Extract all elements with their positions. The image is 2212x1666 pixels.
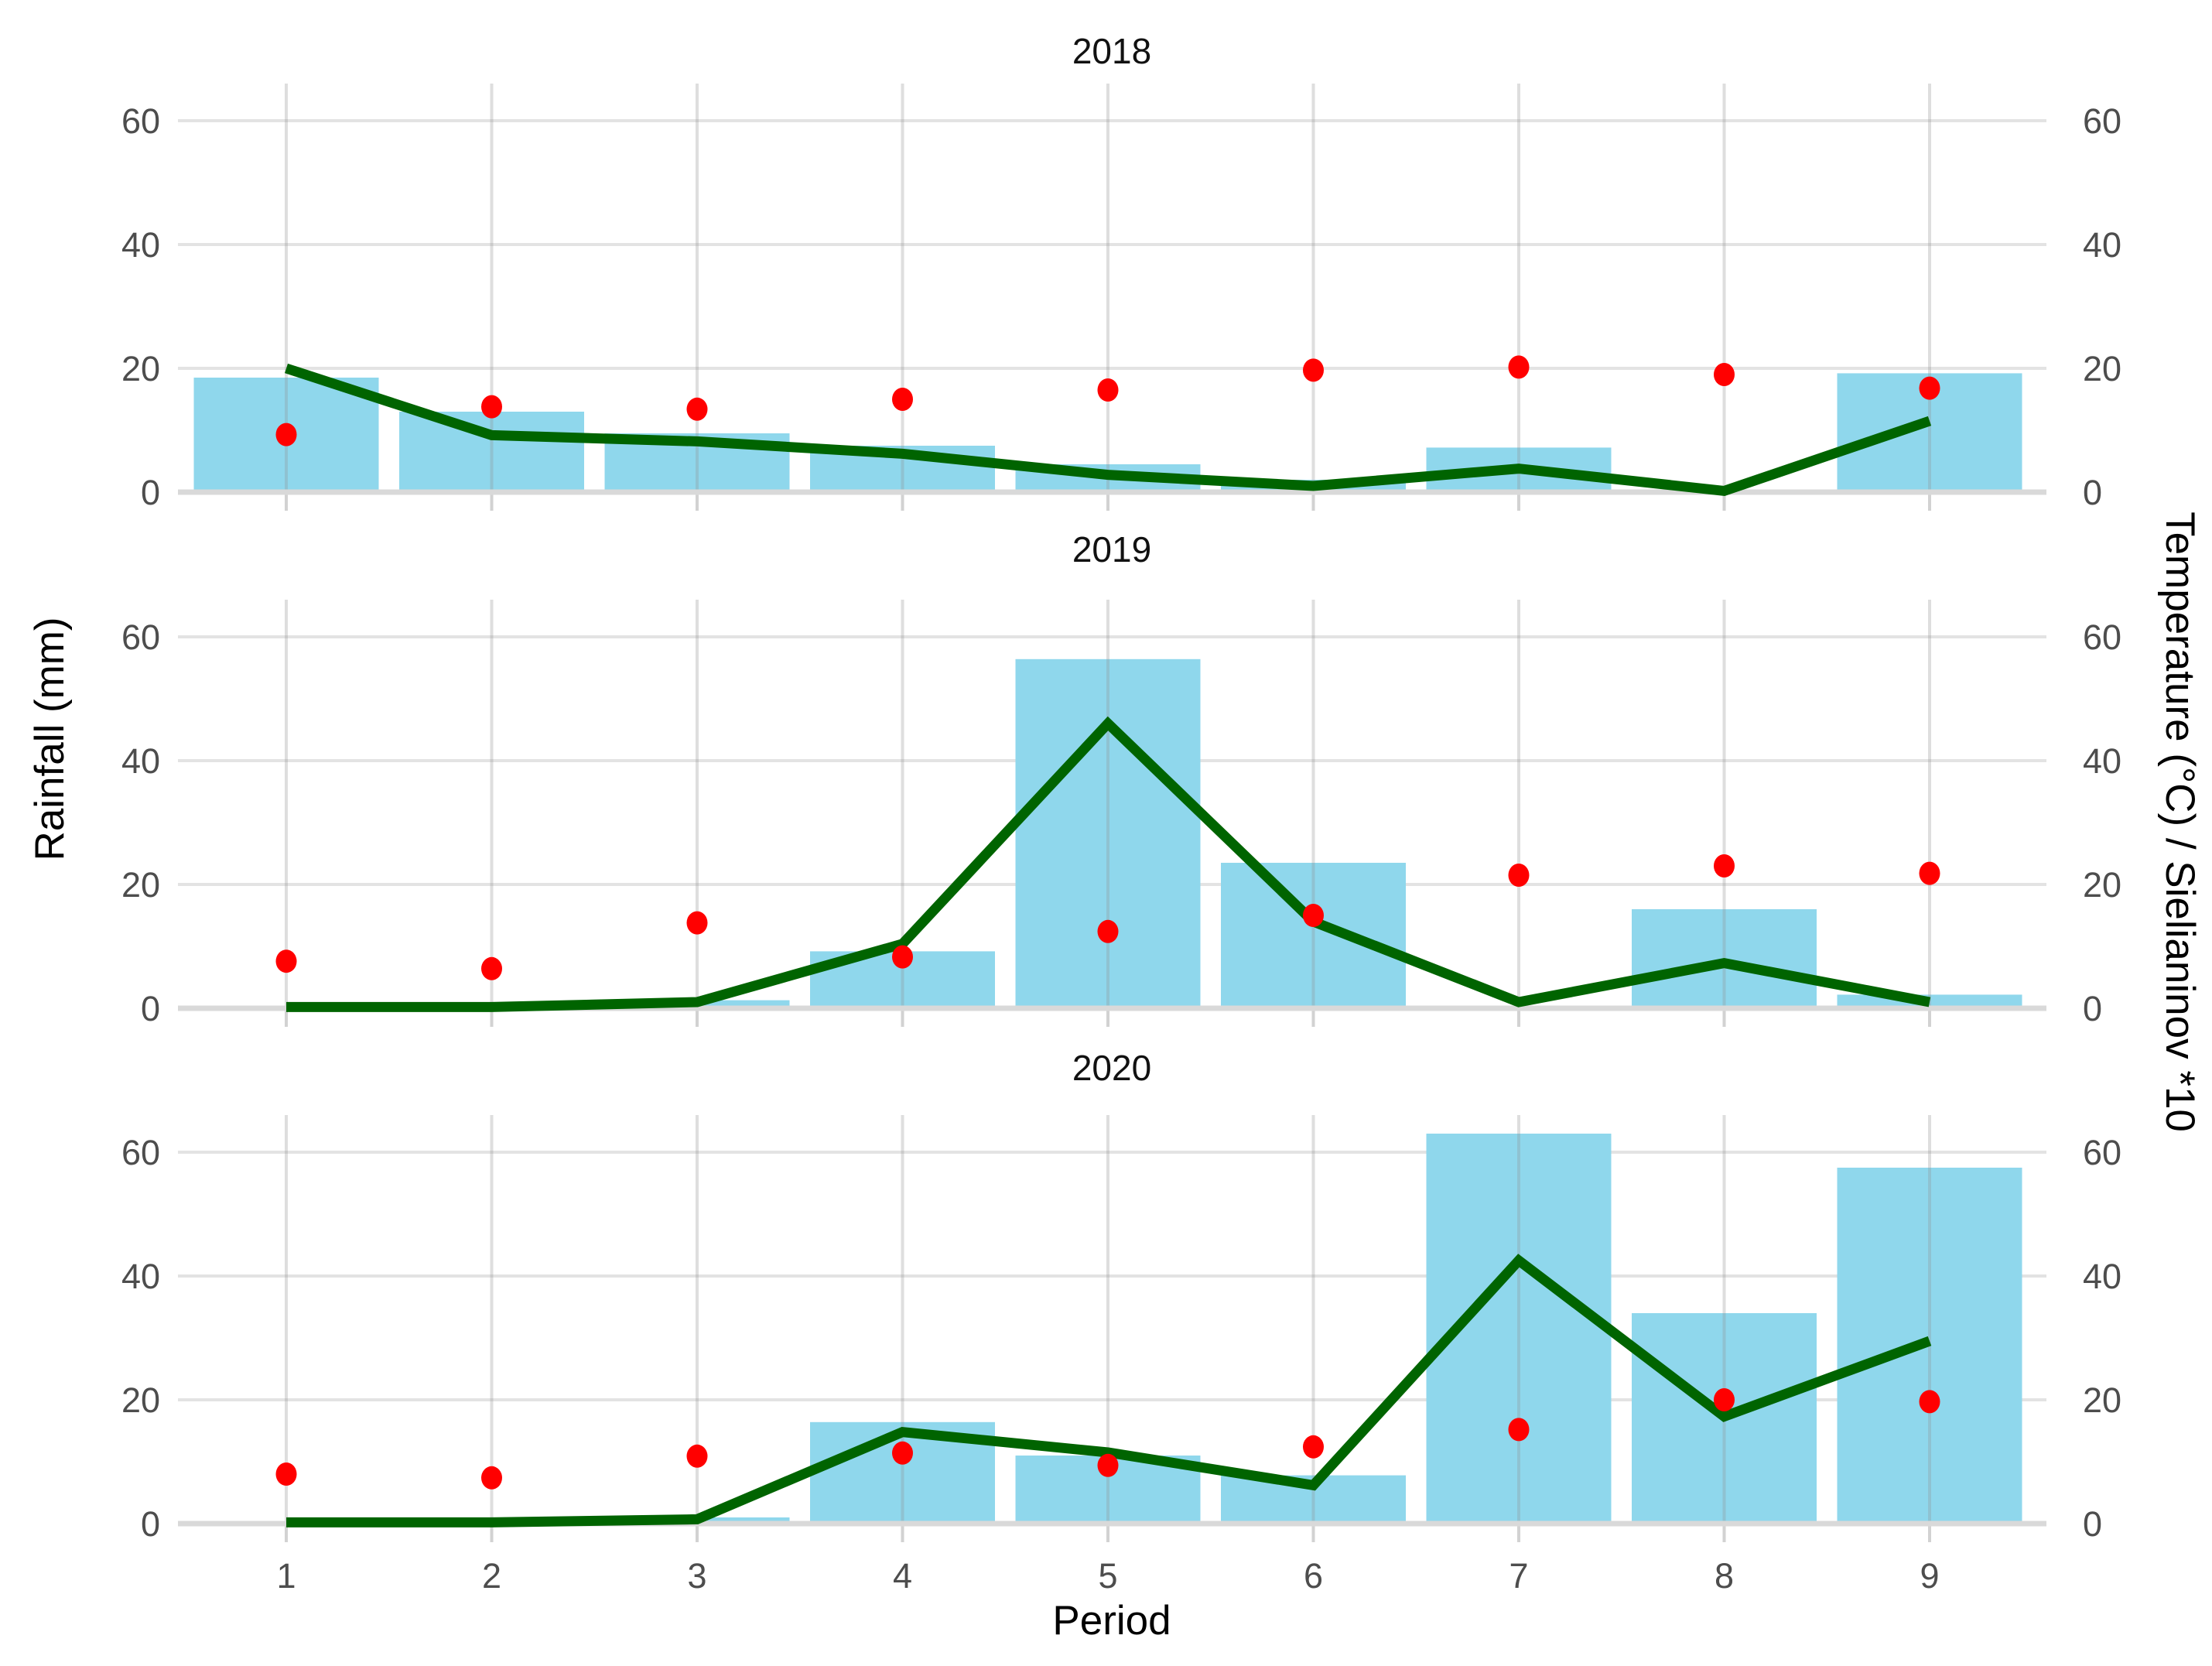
y-tick-label-left: 0 xyxy=(141,989,160,1028)
temperature-dot xyxy=(892,1441,913,1465)
sielianinov-line xyxy=(286,1254,1932,1527)
temperature-dot xyxy=(1714,363,1735,386)
temperature-dot xyxy=(1508,355,1530,379)
y-tick-label-right: 60 xyxy=(2083,101,2121,141)
temperature-dot xyxy=(892,388,913,411)
temperature-dot xyxy=(481,1466,502,1490)
x-tick-label: 3 xyxy=(687,1556,706,1596)
y-tick-label-right: 0 xyxy=(2083,989,2102,1028)
y-axis-title-left: Rainfall (mm) xyxy=(27,617,73,860)
temperature-dot xyxy=(1097,919,1119,943)
x-tick-label: 6 xyxy=(1304,1556,1323,1596)
x-tick-label: 5 xyxy=(1098,1556,1117,1596)
y-tick-label-left: 20 xyxy=(121,349,160,388)
temperature-dot xyxy=(481,395,502,419)
facet-title-2018: 2018 xyxy=(1072,31,1151,71)
x-tick-label: 1 xyxy=(276,1556,296,1596)
temperature-dot xyxy=(1714,1388,1735,1411)
facet-title-2019: 2019 xyxy=(1072,529,1151,570)
y-tick-label-right: 40 xyxy=(2083,741,2121,781)
temperature-dot xyxy=(481,956,502,980)
y-tick-label-right: 0 xyxy=(2083,1504,2102,1544)
y-tick-label-right: 0 xyxy=(2083,473,2102,512)
temperature-dot xyxy=(1508,864,1530,887)
y-tick-label-left: 0 xyxy=(141,1504,160,1544)
x-tick-label: 4 xyxy=(893,1556,912,1596)
temperature-dot xyxy=(1303,904,1324,927)
temperature-dot xyxy=(1919,376,1940,400)
y-tick-label-left: 40 xyxy=(121,225,160,265)
temperature-dot xyxy=(1097,378,1119,402)
bar xyxy=(1221,863,1406,1008)
temperature-dot xyxy=(1919,861,1940,885)
temperature-dot xyxy=(1097,1453,1119,1477)
temperature-dot xyxy=(892,945,913,969)
temperature-dot xyxy=(686,397,708,421)
y-tick-label-left: 60 xyxy=(121,1133,160,1172)
temperature-dot xyxy=(1303,358,1324,382)
temperature-dot xyxy=(1919,1390,1940,1414)
facet-panel-2019: 0 0 20 20 40 40 60 60 xyxy=(121,600,2121,1028)
x-tick-label: 8 xyxy=(1715,1556,1734,1596)
facet-panel-2018: 0 0 20 20 40 40 60 60 xyxy=(121,84,2121,512)
facet-title-2020: 2020 xyxy=(1072,1048,1151,1088)
y-tick-label-left: 20 xyxy=(121,865,160,905)
temperature-dot xyxy=(686,911,708,935)
y-tick-label-right: 20 xyxy=(2083,865,2121,905)
temperature-dot xyxy=(686,1444,708,1468)
bar xyxy=(399,412,584,492)
y-tick-label-right: 60 xyxy=(2083,1133,2121,1172)
y-tick-label-left: 40 xyxy=(121,741,160,781)
temperature-dot xyxy=(275,949,297,973)
x-tick-label: 9 xyxy=(1920,1556,1939,1596)
x-tick-label: 7 xyxy=(1509,1556,1528,1596)
x-axis-title: Period xyxy=(1052,1598,1171,1644)
y-tick-label-left: 60 xyxy=(121,617,160,657)
y-tick-label-left: 20 xyxy=(121,1380,160,1420)
y-tick-label-right: 40 xyxy=(2083,1257,2121,1296)
y-tick-label-left: 40 xyxy=(121,1257,160,1296)
temperature-dot xyxy=(1508,1418,1530,1442)
facet-panel-2020: 0 0 20 20 40 40 60 60 1 2 3 4 5 6 7 8 9 xyxy=(121,1115,2121,1596)
y-tick-label-right: 40 xyxy=(2083,225,2121,265)
y-tick-label-right: 20 xyxy=(2083,1380,2121,1420)
y-axis-title-right: Temperature (°C) / Sielianinov *10 xyxy=(2157,511,2203,1132)
temperature-dot xyxy=(1714,854,1735,877)
temperature-dot xyxy=(1303,1435,1324,1459)
x-tick-label: 2 xyxy=(482,1556,501,1596)
temperature-dot xyxy=(275,422,297,446)
y-tick-label-left: 60 xyxy=(121,101,160,141)
sielianinov-line xyxy=(286,716,1931,1012)
temperature-dot xyxy=(275,1462,297,1486)
y-tick-label-left: 0 xyxy=(141,473,160,512)
sielianinov-line xyxy=(284,363,1932,497)
y-tick-label-right: 20 xyxy=(2083,349,2121,388)
y-tick-label-right: 60 xyxy=(2083,617,2121,657)
